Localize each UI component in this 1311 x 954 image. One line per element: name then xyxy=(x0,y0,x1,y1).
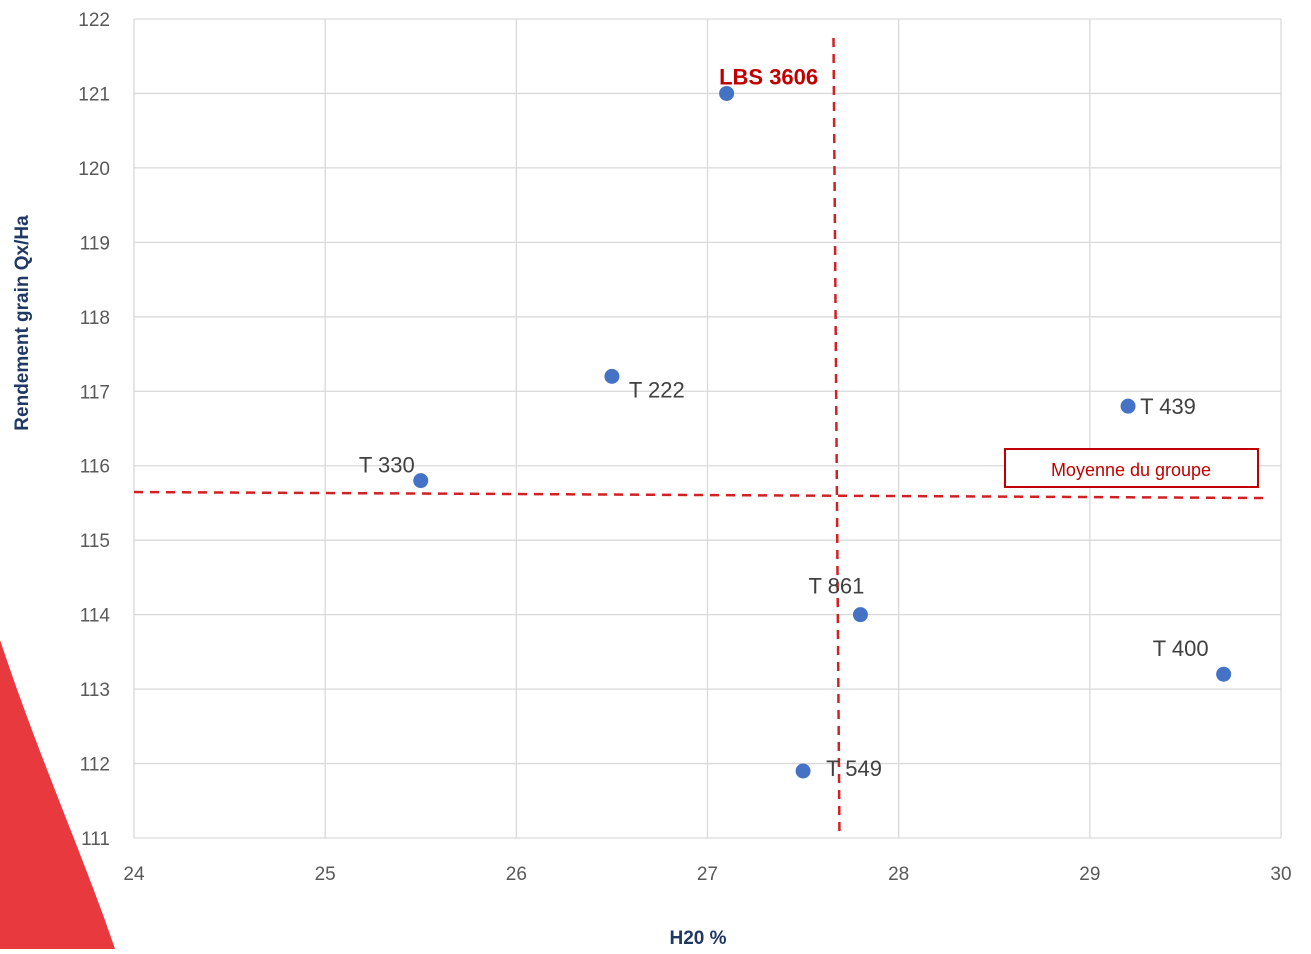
y-tick-label: 112 xyxy=(80,755,110,776)
group-mean-label-box xyxy=(1004,448,1259,488)
x-tick-label: 30 xyxy=(1270,864,1291,885)
y-tick-label: 115 xyxy=(80,531,110,552)
x-axis-title: H20 % xyxy=(669,928,726,949)
data-point xyxy=(1216,666,1232,682)
red-corner-decoration xyxy=(0,640,115,949)
y-axis-title: Rendement grain Qx/Ha xyxy=(12,215,33,431)
data-point xyxy=(413,473,429,489)
data-point xyxy=(852,607,868,623)
y-tick-label: 111 xyxy=(81,829,110,850)
x-tick-label: 28 xyxy=(888,864,909,885)
data-points xyxy=(413,85,1232,779)
x-tick-label: 26 xyxy=(506,864,527,885)
data-point-label: T 222 xyxy=(629,377,685,402)
data-point-label: T 549 xyxy=(826,756,882,781)
x-tick-label: 27 xyxy=(697,864,718,885)
x-tick-label: 25 xyxy=(315,864,336,885)
data-point xyxy=(604,368,620,384)
data-point xyxy=(795,763,811,779)
data-point xyxy=(1120,398,1136,414)
tick-labels: 111 112 113 114 115 116 117 118 119 120 121 122 24 25… xyxy=(78,10,1291,885)
horizontal-reference-line xyxy=(133,490,1269,500)
group-mean-label: Moyenne du groupe xyxy=(1051,460,1211,480)
y-tick-label: 113 xyxy=(80,680,110,701)
y-tick-label: 116 xyxy=(80,457,110,478)
x-tick-label: 29 xyxy=(1079,864,1100,885)
data-point-label: T 439 xyxy=(1140,394,1196,419)
y-tick-label: 117 xyxy=(80,382,110,403)
y-tick-label: 120 xyxy=(78,159,110,180)
point-labels: LBS 3606 T 222 T 330 T 439 T 861 T 400 T 549 xyxy=(359,64,1209,781)
data-point-label: T 330 xyxy=(359,453,415,478)
data-point xyxy=(719,85,735,101)
grid xyxy=(133,18,1282,839)
reference-lines: Moyenne du groupe xyxy=(133,37,1269,839)
data-point-label: T 861 xyxy=(809,574,865,599)
x-tick-label: 24 xyxy=(123,864,145,885)
y-tick-label: 114 xyxy=(80,606,111,627)
vertical-reference-line xyxy=(832,37,841,839)
y-tick-label: 118 xyxy=(80,308,110,329)
y-tick-label: 119 xyxy=(80,233,110,254)
y-tick-label: 122 xyxy=(78,10,110,31)
data-point-label: LBS 3606 xyxy=(719,64,818,89)
y-tick-label: 121 xyxy=(78,84,110,105)
data-point-label: T 400 xyxy=(1153,636,1209,661)
